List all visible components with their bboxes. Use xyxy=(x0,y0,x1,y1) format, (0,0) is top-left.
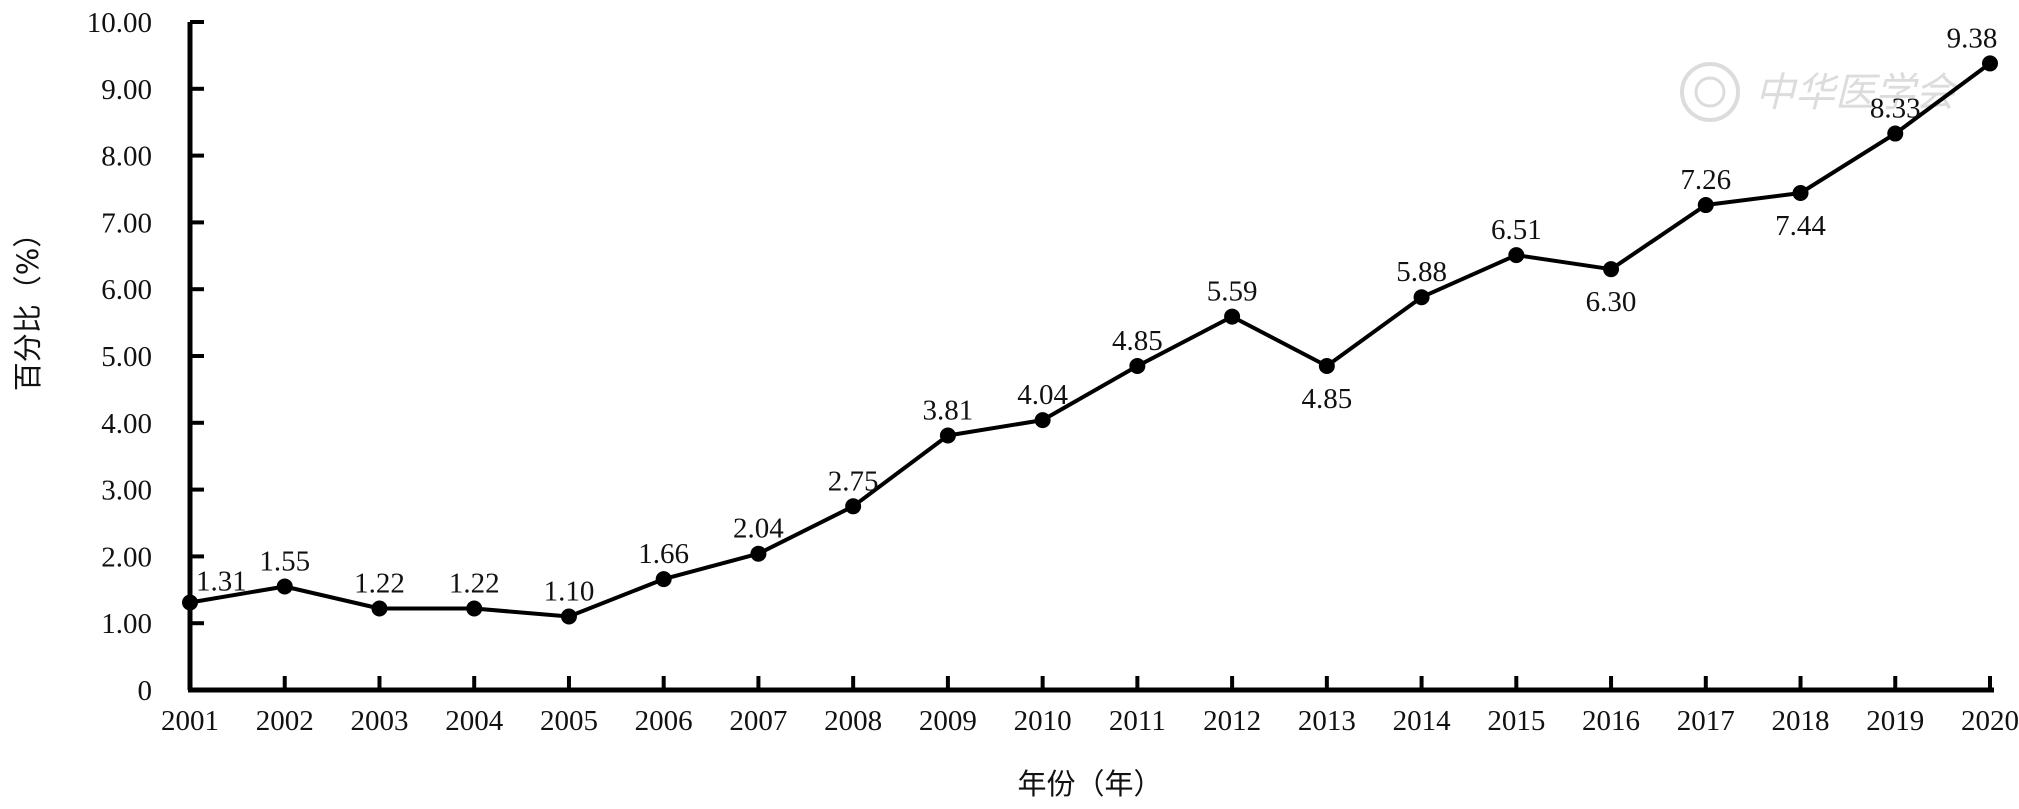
data-point xyxy=(1697,197,1714,214)
data-label: 2.75 xyxy=(828,465,879,497)
x-tick-label: 2018 xyxy=(1772,705,1830,737)
data-point xyxy=(276,578,293,595)
data-label: 7.26 xyxy=(1680,164,1731,196)
data-point xyxy=(466,600,483,617)
data-point xyxy=(1508,247,1525,264)
x-tick-label: 2010 xyxy=(1014,705,1072,737)
series-line xyxy=(189,61,1992,619)
data-point xyxy=(1224,308,1241,325)
data-label: 4.85 xyxy=(1301,383,1352,415)
data-point xyxy=(750,545,767,562)
data-label: 1.22 xyxy=(449,568,500,600)
x-tick-label: 2006 xyxy=(635,705,693,737)
data-point xyxy=(371,600,388,617)
x-tick-label: 2002 xyxy=(256,705,314,737)
y-tick-label: 6.00 xyxy=(101,274,152,306)
x-tick-label: 2013 xyxy=(1298,705,1356,737)
x-tick-label: 2012 xyxy=(1203,705,1261,737)
x-tick-label: 2004 xyxy=(445,705,504,737)
data-point xyxy=(939,427,956,444)
data-point xyxy=(845,498,862,515)
y-tick-label: 8.00 xyxy=(101,141,152,173)
x-tick-label: 2019 xyxy=(1866,705,1924,737)
x-tick-label: 2009 xyxy=(919,705,977,737)
watermark-text: 中华医学会 xyxy=(1755,70,1959,116)
x-tick-label: 2016 xyxy=(1582,705,1640,737)
x-tick-label: 2017 xyxy=(1677,705,1735,737)
x-axis-ticks: 2001 2002 2003 2004 2005 2006 2007 2008 2009 2010… xyxy=(161,676,2019,737)
x-tick-label: 2005 xyxy=(540,705,598,737)
x-tick-label: 2008 xyxy=(824,705,882,737)
y-tick-label: 10.00 xyxy=(87,7,152,39)
data-label: 1.10 xyxy=(544,576,595,608)
x-tick-label: 2015 xyxy=(1487,705,1545,737)
data-point xyxy=(1413,289,1430,306)
data-label: 2.04 xyxy=(733,513,784,545)
data-label: 7.44 xyxy=(1775,210,1826,242)
data-point xyxy=(1603,261,1620,278)
data-point xyxy=(1792,185,1809,202)
y-tick-label: 4.00 xyxy=(101,408,152,440)
x-tick-label: 2007 xyxy=(729,705,787,737)
y-tick-label: 7.00 xyxy=(101,207,152,239)
data-label: 6.30 xyxy=(1586,286,1637,318)
data-label: 1.55 xyxy=(259,545,310,577)
data-label: 3.81 xyxy=(923,394,974,426)
data-label: 4.04 xyxy=(1017,379,1068,411)
data-labels: 1.31 1.55 1.22 1.22 1.10 1.66 2.04 2.75 3.81 4.04… xyxy=(196,22,1997,607)
data-label: 4.85 xyxy=(1112,325,1163,357)
data-point xyxy=(655,571,672,588)
y-tick-label: 0 xyxy=(138,675,153,707)
y-axis-ticks: 0 1.00 2.00 3.00 4.00 5.00 6.00 7.00 8.00 9.00 10.… xyxy=(87,7,204,707)
y-tick-label: 2.00 xyxy=(101,541,152,573)
y-tick-label: 9.00 xyxy=(101,74,152,106)
y-tick-label: 5.00 xyxy=(101,341,152,373)
series-markers xyxy=(182,55,1998,625)
data-point xyxy=(1318,358,1335,375)
data-point xyxy=(1129,358,1146,375)
data-point xyxy=(1887,125,1904,142)
data-label: 1.22 xyxy=(354,568,405,600)
y-tick-label: 1.00 xyxy=(101,608,152,640)
data-point xyxy=(1034,412,1051,429)
x-tick-label: 2001 xyxy=(161,705,219,737)
data-label: 9.38 xyxy=(1947,22,1998,54)
data-label: 5.88 xyxy=(1396,256,1447,288)
data-label: 8.33 xyxy=(1870,93,1921,125)
data-label: 1.66 xyxy=(638,538,689,570)
data-label: 6.51 xyxy=(1491,214,1542,246)
data-label: 5.59 xyxy=(1207,276,1258,308)
watermark: 中华医学会 xyxy=(1680,62,1959,122)
y-tick-label: 3.00 xyxy=(101,475,152,507)
x-tick-label: 2011 xyxy=(1109,705,1166,737)
watermark-seal-inner xyxy=(1694,76,1726,108)
data-point xyxy=(1982,55,1998,72)
x-tick-label: 2014 xyxy=(1393,705,1452,737)
y-axis-title: 百分比（%） xyxy=(11,219,45,392)
watermark-seal-icon xyxy=(1680,62,1740,122)
x-axis-title: 年份（年） xyxy=(1017,767,1162,801)
x-tick-label: 2003 xyxy=(350,705,408,737)
data-point xyxy=(560,608,577,625)
x-tick-label: 2020 xyxy=(1961,705,2019,737)
data-label: 1.31 xyxy=(196,565,247,597)
data-point xyxy=(182,594,198,611)
